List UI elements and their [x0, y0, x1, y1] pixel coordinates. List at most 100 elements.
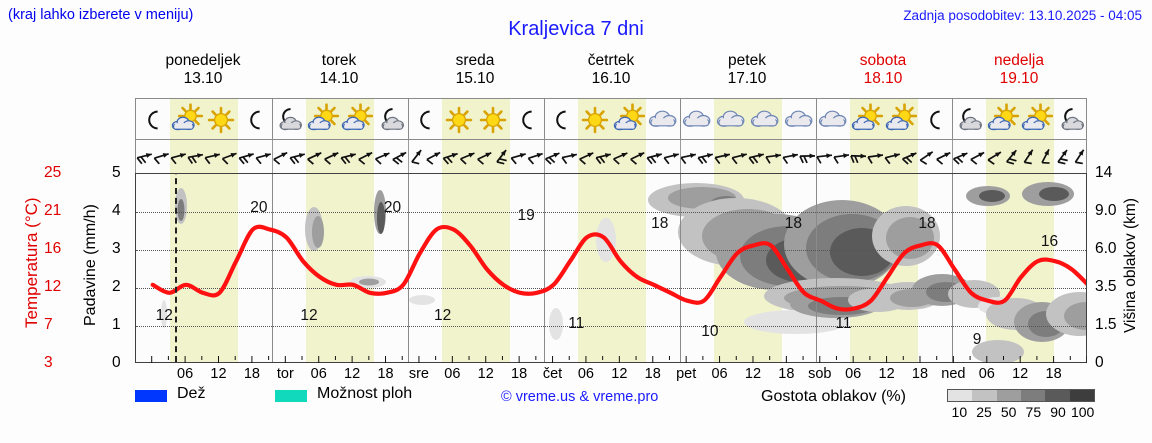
precipitation-tick-5: 0 [112, 354, 121, 371]
day-date: 16.10 [591, 70, 631, 88]
day-date: 15.10 [455, 70, 495, 88]
weather-icon-moon [136, 99, 170, 139]
day-name: petek [728, 52, 766, 69]
gridline-1 [136, 326, 1086, 327]
day-divider-6 [952, 99, 953, 139]
cloud-density-tick-1: 25 [976, 404, 992, 420]
cloud-height-tick-1: 9.0 [1095, 202, 1117, 219]
menu-hint-text: (kraj lahko izberete v meniju) [8, 7, 194, 23]
gridline-4 [136, 212, 1086, 213]
cloud-height-tick-5: 0 [1095, 354, 1104, 371]
x-tick-5: 12 [344, 366, 361, 382]
cloud-height-tick-3: 3.5 [1095, 278, 1117, 295]
weather-icon-sun-cloud [612, 99, 646, 139]
credit-link[interactable]: © vreme.us & vreme.pro [501, 389, 659, 405]
day-divider-2 [408, 99, 409, 139]
weather-icon-cloud [748, 99, 782, 139]
x-tick-21: 12 [878, 366, 895, 382]
x-tick-9: 12 [477, 366, 494, 382]
weather-icon-moon-cloud [374, 99, 408, 139]
day-header-5: sobota 18.10 [815, 52, 951, 94]
wind-barb-strip [135, 140, 1087, 173]
x-axis-ticks [151, 356, 1087, 363]
temperature-label-min: 12 [300, 306, 318, 324]
day-header-6: nedelja 19.10 [951, 52, 1087, 94]
cloud-density-band-0 [948, 390, 973, 401]
day-header-3: četrtek 16.10 [543, 52, 679, 94]
x-tick-6: 18 [377, 366, 394, 382]
legend-label-showers: Možnost ploh [317, 385, 413, 402]
weather-icon-moon [544, 99, 578, 139]
weather-icon-cloud [646, 99, 680, 139]
temperature-tick-0: 25 [44, 164, 62, 181]
cloud-density-tick-0: 10 [951, 404, 968, 420]
temperature-label-max: 20 [383, 199, 402, 217]
day-divider-5 [816, 99, 817, 139]
temperature-label-max: 20 [250, 199, 268, 217]
weather-icon-sun-cloud [884, 99, 918, 139]
daylight-band-3 [578, 174, 646, 362]
weather-icon-sun [204, 99, 238, 139]
precipitation-tick-4: 1 [112, 316, 121, 333]
weather-icon-moon-cloud [272, 99, 306, 139]
precipitation-tick-3: 2 [112, 278, 121, 295]
weather-icon-moon [510, 99, 544, 139]
cloud-height-axis-title: Višina oblakov (km) [1122, 198, 1139, 333]
x-tick-17: 12 [744, 366, 762, 382]
temperature-tick-5: 3 [44, 354, 53, 371]
legend-swatch-showers [275, 390, 307, 402]
cloud-density-tick-2: 50 [1000, 404, 1017, 420]
day-date: 14.10 [319, 70, 359, 88]
cloud-height-tick-2: 6.0 [1095, 240, 1117, 257]
cloud-density-band-5 [1069, 390, 1094, 401]
temperature-label-max: 18 [784, 215, 802, 233]
weather-icon-sun [476, 99, 510, 139]
wind-day-divider-1 [272, 140, 273, 173]
temperature-tick-4: 7 [44, 316, 53, 333]
temperature-label-min: 11 [835, 314, 852, 332]
x-tick-20: 06 [845, 366, 862, 382]
weather-icon-sun-cloud [340, 99, 374, 139]
weather-icon-strip [135, 98, 1087, 140]
weather-icon-moon-cloud [952, 99, 986, 139]
temperature-tick-1: 21 [44, 202, 62, 219]
cloud-density-tick-3: 75 [1025, 404, 1042, 420]
x-tick-25: 12 [1012, 366, 1029, 382]
day-divider-3 [544, 99, 545, 139]
day-name: sobota [859, 52, 907, 69]
day-header-0: ponedeljek 13.10 [135, 52, 271, 94]
page-title: Kraljevica 7 dni [508, 18, 644, 40]
weather-icon-moon [408, 99, 442, 139]
precipitation-tick-0: 5 [112, 164, 121, 181]
cloud-density-legend-title: Gostota oblakov (%) [761, 388, 906, 405]
day-divider-1 [272, 99, 273, 139]
temperature-tick-3: 12 [44, 278, 62, 295]
weather-icon-moon-cloud [1054, 99, 1086, 139]
cloud-height-tick-0: 14 [1095, 164, 1113, 181]
weather-icon-sun [442, 99, 476, 139]
wind-barbs [136, 148, 1085, 165]
temperature-label-max: 18 [918, 215, 936, 233]
x-tick-8: 06 [444, 366, 461, 382]
weather-icon-sun-cloud [170, 99, 204, 139]
temperature-label-max: 19 [517, 207, 535, 225]
x-tick-7: sre [408, 366, 429, 382]
forecast-plot-area: 12201220121911181018111891613 [135, 173, 1087, 363]
x-tick-1: 12 [210, 366, 227, 382]
legend-swatch-rain [135, 390, 167, 402]
day-name: nedelja [994, 52, 1044, 69]
day-name: torek [321, 52, 357, 69]
x-tick-16: 06 [711, 366, 728, 382]
day-date: 17.10 [727, 70, 767, 88]
plot-day-divider-5 [816, 174, 817, 362]
weather-icon-sun-cloud [986, 99, 1020, 139]
daylight-band-1 [306, 174, 374, 362]
day-name: sreda [455, 52, 495, 69]
plot-day-divider-4 [680, 174, 681, 362]
x-tick-3: tor [276, 366, 294, 382]
gridline-2 [136, 288, 1086, 289]
weather-icon-cloud [714, 99, 748, 139]
cloud-density-band-1 [972, 390, 997, 401]
x-tick-11: čet [542, 366, 563, 382]
x-tick-14: 18 [644, 366, 661, 382]
